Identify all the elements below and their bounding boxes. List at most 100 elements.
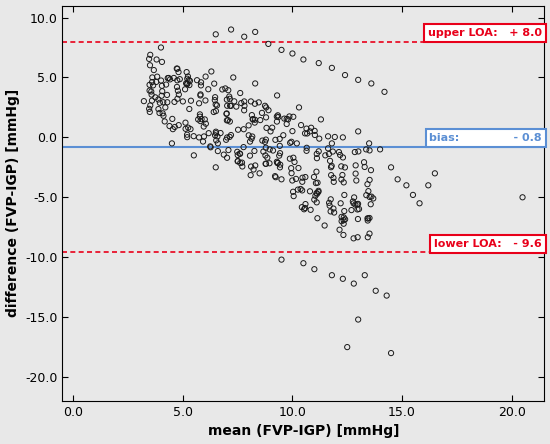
Point xyxy=(365,147,374,154)
Point xyxy=(201,97,210,104)
Point xyxy=(154,96,163,103)
Point xyxy=(262,124,271,131)
Point xyxy=(226,118,234,125)
Point xyxy=(166,76,174,83)
Point xyxy=(157,82,166,89)
Point xyxy=(182,80,190,87)
Point xyxy=(261,139,270,146)
Point xyxy=(181,119,190,126)
Point xyxy=(201,120,210,127)
Point xyxy=(213,147,222,155)
Point xyxy=(159,112,168,119)
Point xyxy=(145,81,154,88)
Point xyxy=(363,215,372,222)
Point xyxy=(340,71,349,79)
Point xyxy=(163,99,172,106)
Point xyxy=(186,97,195,104)
Point xyxy=(225,93,234,100)
Point xyxy=(251,80,260,87)
Point xyxy=(273,159,282,166)
Point xyxy=(315,135,323,142)
Point xyxy=(262,114,271,121)
Point xyxy=(152,79,161,86)
Point xyxy=(264,40,273,48)
Point xyxy=(273,112,282,119)
Point xyxy=(277,46,286,53)
Point xyxy=(362,192,371,199)
Point xyxy=(327,171,336,178)
Point xyxy=(222,111,231,118)
Point xyxy=(282,120,291,127)
Point xyxy=(206,144,215,151)
Point xyxy=(292,175,300,182)
Point xyxy=(274,114,283,121)
Point xyxy=(223,134,232,141)
Point xyxy=(157,92,166,99)
Point xyxy=(227,131,235,139)
Point xyxy=(158,58,167,65)
Point xyxy=(354,148,363,155)
Point xyxy=(240,102,249,109)
Point xyxy=(402,182,411,189)
Point xyxy=(236,159,245,166)
Point xyxy=(155,109,164,116)
Point xyxy=(326,208,335,215)
Point xyxy=(334,149,343,156)
Point xyxy=(338,275,347,282)
Point xyxy=(236,90,245,97)
Point xyxy=(212,137,221,144)
Point xyxy=(185,82,194,89)
Point xyxy=(313,214,322,222)
Point xyxy=(224,87,233,94)
Point xyxy=(298,178,307,185)
Point xyxy=(145,87,154,94)
Point xyxy=(147,97,156,104)
Point xyxy=(299,56,308,63)
Point xyxy=(277,176,286,183)
Point xyxy=(259,148,268,155)
Y-axis label: difference (FVP-IGP) [mmHg]: difference (FVP-IGP) [mmHg] xyxy=(6,89,20,317)
Point xyxy=(173,95,182,102)
Point xyxy=(206,143,214,150)
Point xyxy=(362,146,371,153)
Point xyxy=(168,126,177,133)
Point xyxy=(159,99,168,106)
Point xyxy=(258,137,267,144)
Point xyxy=(298,187,306,194)
Point xyxy=(393,176,402,183)
Point xyxy=(150,67,158,74)
Point xyxy=(365,176,374,183)
Point xyxy=(295,104,304,111)
Point xyxy=(164,75,173,82)
Point xyxy=(272,113,281,120)
Point xyxy=(431,170,439,177)
Point xyxy=(224,147,233,154)
Point xyxy=(296,122,305,129)
Point xyxy=(251,116,260,123)
Point xyxy=(315,148,323,155)
Point xyxy=(365,214,374,222)
Point xyxy=(194,116,202,123)
Point xyxy=(327,64,336,71)
Point xyxy=(294,164,303,171)
Point xyxy=(365,230,374,237)
Point xyxy=(195,111,204,118)
Point xyxy=(327,164,336,171)
Point xyxy=(184,76,193,83)
Point xyxy=(178,98,187,105)
Point xyxy=(250,147,259,155)
Point xyxy=(153,73,162,80)
Point xyxy=(349,200,358,207)
Point xyxy=(173,87,182,94)
Point xyxy=(354,316,362,323)
Point xyxy=(207,68,216,75)
Point xyxy=(263,154,272,161)
Point xyxy=(165,123,174,130)
Point xyxy=(324,145,333,152)
Text: bias:              - 0.8: bias: - 0.8 xyxy=(430,133,542,143)
Point xyxy=(170,123,179,131)
Point xyxy=(360,159,368,166)
Point xyxy=(324,199,333,206)
Point xyxy=(326,157,334,164)
Point xyxy=(168,115,177,123)
